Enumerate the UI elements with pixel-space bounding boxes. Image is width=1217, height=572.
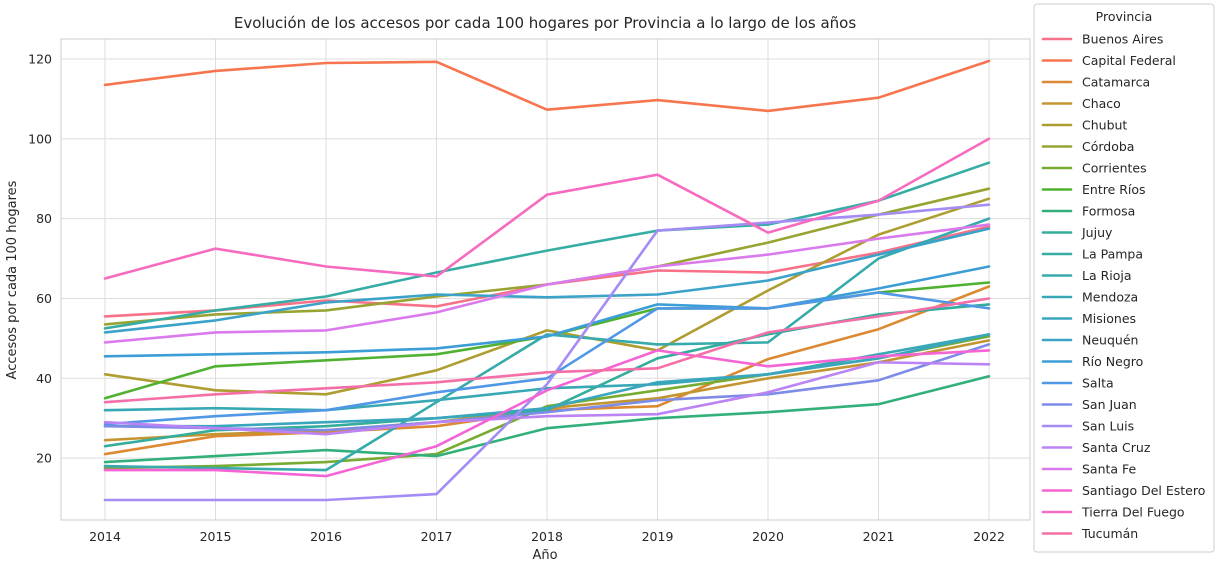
y-tick-label: 80	[36, 211, 52, 226]
legend-item: Santiago Del Estero	[1041, 483, 1205, 498]
legend-title: Provincia	[1096, 9, 1153, 24]
legend-item: San Juan	[1041, 397, 1137, 412]
legend-label: Jujuy	[1081, 225, 1113, 240]
x-tick-label: 2019	[642, 529, 674, 544]
series-line-rio-negro	[103, 265, 991, 358]
legend-label: Formosa	[1082, 204, 1135, 219]
chart-title: Evolución de los accesos por cada 100 ho…	[234, 14, 856, 32]
y-tick-label: 20	[36, 451, 52, 466]
x-tick-labels: 2014 2015 2016 2017 2018 2019 2020 2021 2022	[89, 529, 1005, 544]
legend-label: Chaco	[1082, 96, 1121, 111]
legend-label: Neuquén	[1082, 333, 1138, 348]
legend-item: Catamarca	[1041, 75, 1150, 90]
legend-item: Buenos Aires	[1041, 32, 1163, 47]
y-axis-label: Accesos por cada 100 hogares	[5, 180, 20, 379]
legend-label: Capital Federal	[1082, 53, 1176, 68]
legend-label: Tierra Del Fuego	[1081, 505, 1185, 520]
legend-frame	[1033, 3, 1215, 553]
series-line-misiones	[103, 333, 991, 428]
legend-item: Santa Cruz	[1041, 440, 1151, 455]
legend-item: Neuquén	[1041, 333, 1138, 348]
x-tick-label: 2014	[89, 529, 121, 544]
legend-item: Misiones	[1041, 311, 1136, 326]
series-line-neuquen	[103, 227, 991, 334]
legend-items: Buenos Aires Capital Federal Catamarca Chac…	[1041, 32, 1205, 541]
legend-label: Tucumán	[1081, 526, 1138, 541]
y-tick-label: 40	[36, 371, 52, 386]
legend-label: Salta	[1082, 376, 1114, 391]
series-line-la-rioja	[103, 217, 991, 472]
series-line-formosa	[103, 374, 991, 464]
legend-item: Formosa	[1041, 204, 1135, 219]
x-tick-label: 2020	[752, 529, 784, 544]
legend-label: Córdoba	[1082, 139, 1134, 154]
series-line-tucuman	[103, 297, 991, 404]
legend-label: Catamarca	[1082, 75, 1150, 90]
legend-label: Corrientes	[1082, 161, 1147, 176]
legend-item: Jujuy	[1041, 225, 1113, 240]
x-tick-label: 2015	[200, 529, 232, 544]
legend-label: Santa Fe	[1082, 462, 1137, 477]
series-line-san-juan	[103, 343, 991, 432]
legend-item: La Pampa	[1041, 247, 1143, 262]
series-line-santa-fe	[103, 223, 991, 344]
series-line-la-pampa	[103, 161, 991, 330]
legend-label: Buenos Aires	[1082, 32, 1163, 47]
legend-label: Misiones	[1082, 311, 1136, 326]
legend-item: Chubut	[1041, 118, 1127, 133]
x-tick-label: 2022	[973, 529, 1005, 544]
legend-item: Río Negro	[1041, 354, 1143, 369]
legend: Provincia Buenos Aires Capital Federal Cat…	[1033, 3, 1215, 553]
series-line-tierra-del-fuego	[103, 137, 991, 280]
legend-item: Tucumán	[1041, 526, 1138, 541]
legend-item: Entre Ríos	[1041, 182, 1146, 197]
legend-item: Santa Fe	[1041, 462, 1137, 477]
legend-item: Tierra Del Fuego	[1041, 505, 1185, 520]
series-line-santiago-del-estero	[103, 349, 991, 478]
legend-label: La Pampa	[1082, 247, 1143, 262]
legend-label: Santa Cruz	[1082, 440, 1151, 455]
legend-item: Chaco	[1041, 96, 1121, 111]
legend-label: Santiago Del Estero	[1082, 483, 1205, 498]
series-line-salta	[103, 291, 991, 426]
grid	[61, 39, 1030, 520]
series-lines	[103, 59, 991, 502]
legend-item: Corrientes	[1041, 161, 1147, 176]
x-tick-label: 2017	[421, 529, 453, 544]
legend-item: Córdoba	[1041, 139, 1134, 154]
legend-label: Mendoza	[1082, 290, 1138, 305]
y-tick-label: 60	[36, 291, 52, 306]
legend-label: San Juan	[1082, 397, 1137, 412]
legend-label: San Luis	[1082, 419, 1134, 434]
legend-item: Mendoza	[1041, 290, 1138, 305]
y-tick-label: 100	[28, 131, 52, 146]
x-tick-label: 2021	[863, 529, 895, 544]
legend-label: Entre Ríos	[1082, 182, 1146, 197]
legend-item: La Rioja	[1041, 268, 1132, 283]
x-tick-label: 2018	[531, 529, 563, 544]
plot-area-frame	[60, 38, 1031, 521]
legend-item: San Luis	[1041, 419, 1134, 434]
legend-label: Chubut	[1082, 118, 1127, 133]
legend-item: Salta	[1041, 376, 1114, 391]
series-line-mendoza	[103, 333, 991, 412]
x-axis-label: Año	[532, 548, 557, 563]
y-tick-labels: 20 40 60 80 100 120	[28, 51, 52, 465]
x-tick-label: 2016	[310, 529, 342, 544]
series-line-capital-federal	[103, 59, 991, 113]
y-tick-label: 120	[28, 51, 52, 66]
series-line-san-luis	[103, 203, 991, 502]
series-line-santa-cruz	[103, 360, 991, 436]
legend-item: Capital Federal	[1041, 53, 1176, 68]
legend-label: La Rioja	[1082, 268, 1132, 283]
legend-label: Río Negro	[1082, 354, 1143, 369]
